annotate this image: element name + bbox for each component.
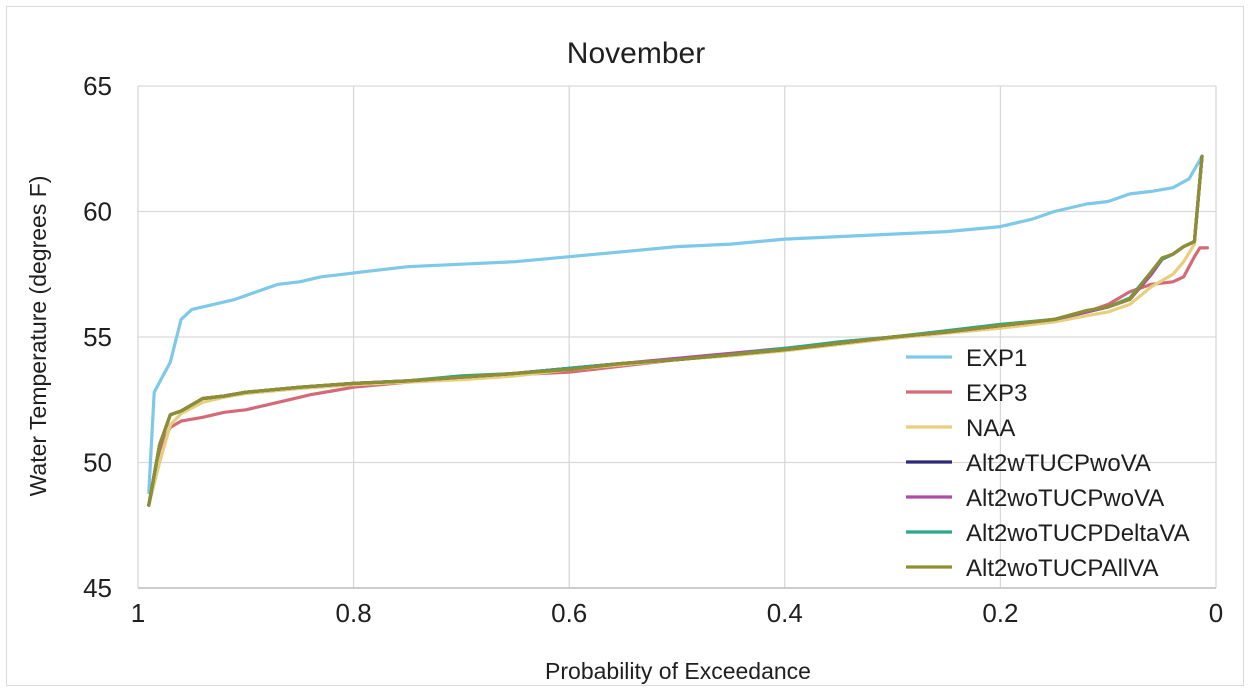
x-tick-label: 1 xyxy=(131,598,145,628)
series-lines xyxy=(147,154,1209,507)
legend-label: Alt2woTUCPwoVA xyxy=(966,485,1164,512)
y-axis-label: Water Temperature (degrees F) xyxy=(25,176,51,497)
legend: EXP1 EXP3 NAA Alt2wTUCPwoVA Alt2woTUCPwoVA Al… xyxy=(906,345,1190,582)
x-axis-ticks: 1 0.8 0.6 0.4 0.2 0 xyxy=(131,598,1223,628)
gridlines xyxy=(137,85,1217,589)
series-line-Alt2woTUCPAllVA xyxy=(147,154,1204,507)
y-tick-label: 45 xyxy=(83,573,112,603)
x-axis-label: Probability of Exceedance xyxy=(545,658,811,684)
chart-title: November xyxy=(567,37,705,70)
y-axis-ticks: 65 60 55 50 45 xyxy=(83,71,112,603)
y-tick-label: 55 xyxy=(83,322,112,352)
x-tick-label: 0.2 xyxy=(982,598,1018,628)
y-tick-label: 60 xyxy=(83,197,112,227)
y-tick-label: 50 xyxy=(83,448,112,478)
x-tick-label: 0.8 xyxy=(336,598,372,628)
chart-frame xyxy=(6,6,1244,686)
x-tick-label: 0.6 xyxy=(551,598,587,628)
legend-label: Alt2wTUCPwoVA xyxy=(966,450,1151,477)
y-tick-label: 65 xyxy=(83,71,112,101)
legend-label: Alt2woTUCPAllVA xyxy=(966,555,1159,582)
legend-label: EXP3 xyxy=(966,380,1027,407)
x-tick-label: 0.4 xyxy=(767,598,803,628)
series-line-EXP1 xyxy=(147,154,1204,495)
legend-label: Alt2woTUCPDeltaVA xyxy=(966,520,1190,547)
x-tick-label: 0 xyxy=(1209,598,1223,628)
legend-label: EXP1 xyxy=(966,345,1027,372)
legend-label: NAA xyxy=(966,415,1015,442)
